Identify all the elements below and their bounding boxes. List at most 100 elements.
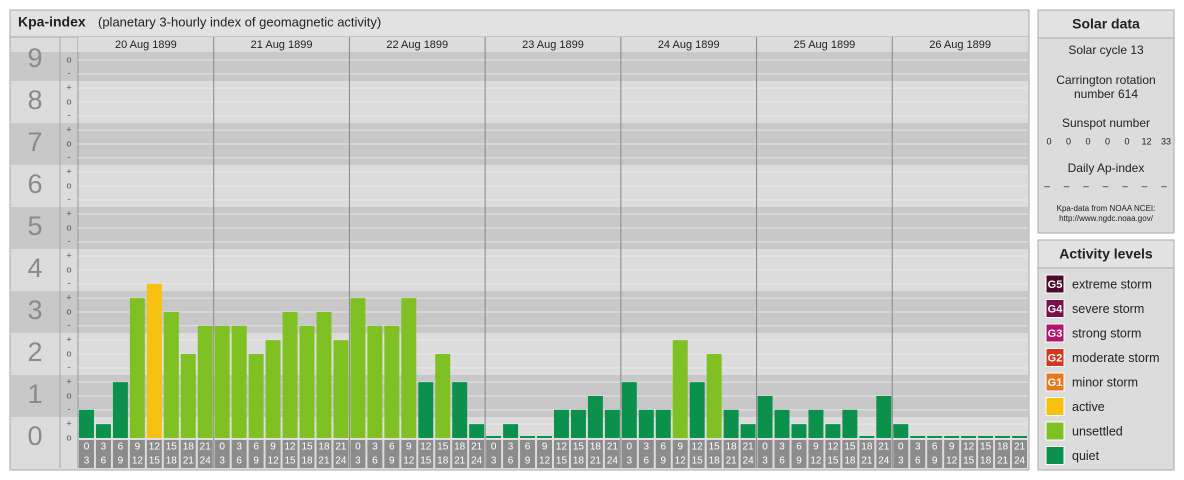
bar (757, 395, 773, 438)
legend-swatch (1045, 299, 1065, 318)
x-tick-label: 15 (149, 456, 161, 467)
bar (655, 409, 671, 438)
x-label-box (503, 440, 519, 468)
bar (282, 311, 298, 438)
date-label: 24 Aug 1899 (658, 39, 720, 51)
x-tick-label: 9 (406, 442, 412, 453)
x-tick-label: 21 (1014, 442, 1026, 453)
bar (520, 436, 536, 438)
x-tick-label: 9 (270, 442, 276, 453)
x-label-box (961, 440, 977, 468)
x-tick-label: 15 (420, 456, 432, 467)
bar (299, 325, 315, 438)
x-label-box (418, 440, 434, 468)
x-label-box (1012, 440, 1027, 468)
bar (842, 409, 858, 438)
x-tick-label: 3 (508, 442, 514, 453)
x-tick-label: 9 (389, 456, 395, 467)
x-tick-label: 9 (525, 456, 531, 467)
x-tick-label: 24 (607, 456, 619, 467)
legend-badge: G1 (1048, 377, 1063, 389)
x-tick-label: 18 (183, 442, 195, 453)
minor-tick-label: + (66, 167, 71, 177)
sunspot-value: 0 (1105, 136, 1110, 146)
minor-tick-label: o (66, 306, 71, 316)
bar (452, 382, 468, 438)
x-tick-label: 0 (627, 442, 633, 453)
sunspot-value: 33 (1161, 136, 1171, 146)
minor-tick-label: + (66, 82, 71, 92)
bar (723, 409, 739, 438)
x-label-box (384, 440, 400, 468)
x-tick-label: 3 (898, 456, 904, 467)
x-tick-label: 3 (236, 442, 242, 453)
bar (689, 382, 705, 438)
x-label-box (554, 440, 569, 468)
x-tick-label: 21 (607, 442, 619, 453)
x-tick-label: 6 (796, 442, 802, 453)
x-tick-label: 21 (743, 442, 755, 453)
bar (401, 298, 417, 438)
y-tick-label: 4 (27, 253, 42, 283)
x-tick-label: 3 (84, 456, 90, 467)
x-label-box (604, 440, 620, 468)
x-tick-label: 6 (779, 456, 785, 467)
title-bar (9, 9, 1030, 38)
bar (859, 436, 875, 438)
x-tick-label: 18 (980, 456, 992, 467)
bar (638, 409, 654, 438)
y-tick-label: 9 (27, 43, 42, 73)
x-label-box (95, 440, 111, 468)
x-tick-label: 21 (318, 456, 330, 467)
x-tick-label: 12 (284, 442, 296, 453)
x-tick-label: 15 (301, 442, 313, 453)
legend-badge: G3 (1048, 328, 1063, 340)
legend-label: moderate storm (1072, 351, 1160, 365)
bar (791, 424, 807, 438)
sunspot-title: Sunspot number (1062, 116, 1150, 130)
bar (79, 409, 94, 438)
x-label-box (350, 440, 366, 468)
x-label-box (672, 440, 688, 468)
sunspot-value: 0 (1066, 136, 1071, 146)
y-tick-label: 1 (27, 379, 42, 409)
bar (95, 424, 111, 438)
minor-tick-label: o (66, 390, 71, 400)
x-tick-label: 21 (335, 442, 347, 453)
x-tick-label: 18 (318, 442, 330, 453)
x-tick-label: 3 (627, 456, 633, 467)
y-tick-label: 2 (27, 337, 42, 367)
ap-value: – (1044, 182, 1050, 193)
sunspot-value: 0 (1124, 136, 1129, 146)
y-tick-label: 0 (27, 421, 42, 451)
minor-tick-label: - (68, 152, 71, 162)
x-tick-label: 18 (726, 442, 738, 453)
x-tick-label: 3 (644, 442, 650, 453)
bar (927, 436, 943, 438)
bar (808, 409, 824, 438)
x-tick-label: 0 (219, 442, 225, 453)
legend-label: quiet (1072, 449, 1100, 463)
band (11, 52, 1028, 81)
x-label-box (910, 440, 926, 468)
bar (197, 325, 213, 438)
x-tick-label: 6 (660, 442, 666, 453)
x-label-box (299, 440, 315, 468)
legend-swatch (1045, 323, 1065, 343)
x-tick-label: 9 (932, 456, 938, 467)
legend-swatch (1045, 397, 1065, 416)
minor-tick-label: + (66, 209, 71, 219)
x-label-box (520, 440, 536, 468)
minor-tick-label: o (66, 180, 71, 190)
x-tick-label: 3 (779, 442, 785, 453)
x-tick-label: 15 (709, 442, 721, 453)
x-tick-label: 6 (525, 442, 531, 453)
x-tick-label: 12 (963, 442, 975, 453)
chart-title: Kpa-index (18, 14, 86, 30)
x-tick-label: 18 (590, 442, 602, 453)
x-tick-label: 12 (539, 456, 551, 467)
bar (248, 353, 264, 438)
x-tick-label: 18 (573, 456, 585, 467)
bar (774, 409, 790, 438)
x-tick-label: 9 (253, 456, 259, 467)
